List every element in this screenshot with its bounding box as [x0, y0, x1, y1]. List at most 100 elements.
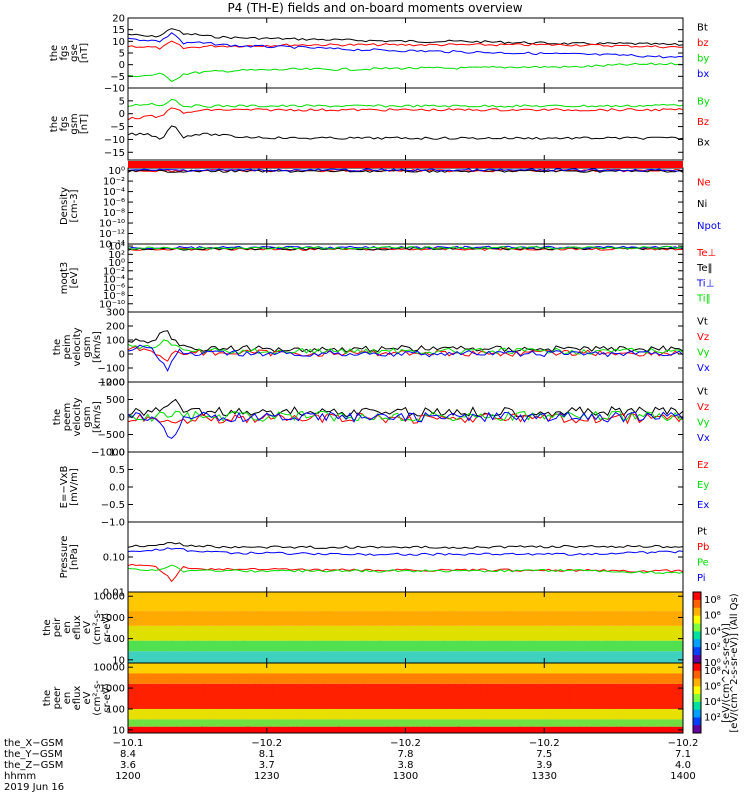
heatmap-streak	[508, 611, 510, 622]
y-axis-label: fgs	[59, 116, 70, 131]
heatmap-streak	[263, 651, 265, 663]
heatmap-streak	[281, 673, 283, 679]
y-tick-label: 10000	[93, 663, 125, 674]
heatmap-streak	[235, 673, 237, 677]
heatmap-streak	[414, 651, 416, 654]
heatmap-streak	[343, 683, 345, 685]
heatmap-streak	[623, 663, 625, 666]
heatmap-streak	[629, 592, 631, 597]
heatmap-streak	[178, 673, 180, 676]
heatmap-streak	[608, 719, 610, 725]
y-axis-label: gsm	[69, 113, 80, 134]
heatmap-streak	[140, 726, 142, 728]
heatmap-streak	[256, 611, 258, 614]
series-line-Pi	[127, 547, 684, 556]
heatmap-streak	[557, 592, 559, 604]
heatmap-streak	[546, 719, 548, 722]
heatmap-streak	[437, 592, 439, 594]
heatmap-streak	[363, 673, 365, 676]
heatmap-streak	[520, 625, 522, 637]
heatmap-streak	[408, 663, 410, 667]
heatmap-streak	[164, 625, 166, 641]
heatmap-streak	[605, 673, 608, 683]
heatmap-streak	[628, 683, 631, 704]
heatmap-streak	[631, 651, 633, 656]
heatmap-streak	[154, 663, 157, 673]
y-tick-label: −5	[110, 72, 125, 83]
legend-entry-Pi: Pi	[697, 573, 706, 584]
y-tick-label: 10⁻⁶	[103, 198, 125, 209]
heatmap-streak	[345, 625, 348, 633]
heatmap-streak	[611, 663, 613, 668]
heatmap-streak	[449, 611, 451, 620]
heatmap-streak	[175, 592, 177, 611]
colorbar-tick-label: 10⁸	[704, 666, 721, 677]
heatmap-streak	[436, 708, 438, 715]
heatmap-streak	[437, 708, 439, 715]
heatmap-streak	[655, 673, 657, 677]
ephemeris-label: the_Y−GSM	[4, 749, 63, 760]
legend-entry-Ez: Ez	[697, 460, 709, 471]
y-tick-label: 10⁰	[108, 166, 125, 177]
y-tick-label: 10⁻¹²	[99, 229, 125, 240]
heatmap-streak	[248, 726, 251, 729]
heatmap-streak	[461, 651, 463, 662]
heatmap-streak	[555, 611, 557, 617]
legend-entry-Te‖: Te‖	[696, 263, 713, 274]
heatmap-streak	[442, 640, 444, 650]
ephemeris-value: 1300	[393, 771, 418, 782]
heatmap-streak	[389, 719, 391, 725]
y-tick-label: 10000	[93, 592, 125, 603]
y-tick-label: 0.0	[109, 483, 125, 494]
colorbar-tick-label: 10²	[704, 712, 721, 723]
heatmap-streak	[247, 726, 249, 730]
heatmap-streak	[322, 683, 325, 697]
heatmap-streak	[421, 625, 423, 640]
heatmap-streak	[239, 611, 242, 620]
heatmap-streak	[317, 683, 319, 692]
heatmap-streak	[331, 625, 333, 627]
heatmap-streak	[604, 625, 606, 636]
y-tick-label: 0	[119, 413, 125, 424]
panel-frame	[127, 451, 684, 523]
heatmap-streak	[443, 640, 445, 642]
heatmap-streak	[503, 651, 505, 662]
heatmap-streak	[400, 708, 402, 713]
ephemeris-value: 1230	[254, 771, 279, 782]
chart-title: P4 (TH-E) fields and on-board moments ov…	[227, 1, 523, 15]
colorbar-cell	[693, 686, 701, 695]
heatmap-streak	[464, 640, 467, 644]
y-tick-label: 10⁻⁴	[103, 187, 125, 198]
heatmap-streak	[296, 640, 298, 651]
heatmap-streak	[387, 673, 389, 679]
heatmap-streak	[505, 651, 507, 661]
heatmap-streak	[581, 719, 584, 726]
heatmap-streak	[164, 592, 166, 605]
heatmap-streak	[194, 592, 197, 607]
heatmap-streak	[616, 726, 618, 732]
y-tick-label: −0.5	[101, 500, 125, 511]
y-tick-label: 10⁰	[108, 258, 125, 269]
heatmap-streak	[480, 683, 482, 693]
heatmap-streak	[594, 640, 596, 642]
colorbar-cell	[693, 631, 701, 640]
heatmap-streak	[206, 673, 208, 681]
colorbar-cell	[693, 725, 701, 734]
heatmap-band	[128, 673, 683, 684]
heatmap-streak	[559, 640, 561, 643]
y-axis-label: peer	[52, 686, 63, 710]
heatmap-streak	[248, 625, 250, 639]
heatmap-streak	[297, 719, 300, 723]
series-line-Vt	[127, 398, 684, 418]
heatmap-streak	[142, 708, 144, 713]
colorbar-tick-label: 10⁴	[704, 626, 721, 637]
heatmap-streak	[337, 726, 339, 733]
heatmap-streak	[541, 592, 544, 596]
ephemeris-value: 7.1	[675, 749, 691, 760]
heatmap-streak	[164, 592, 167, 601]
heatmap-streak	[295, 611, 297, 623]
heatmap-streak	[253, 719, 255, 727]
y-axis-label: the	[42, 690, 53, 706]
legend-entry-Ex: Ex	[697, 500, 709, 511]
